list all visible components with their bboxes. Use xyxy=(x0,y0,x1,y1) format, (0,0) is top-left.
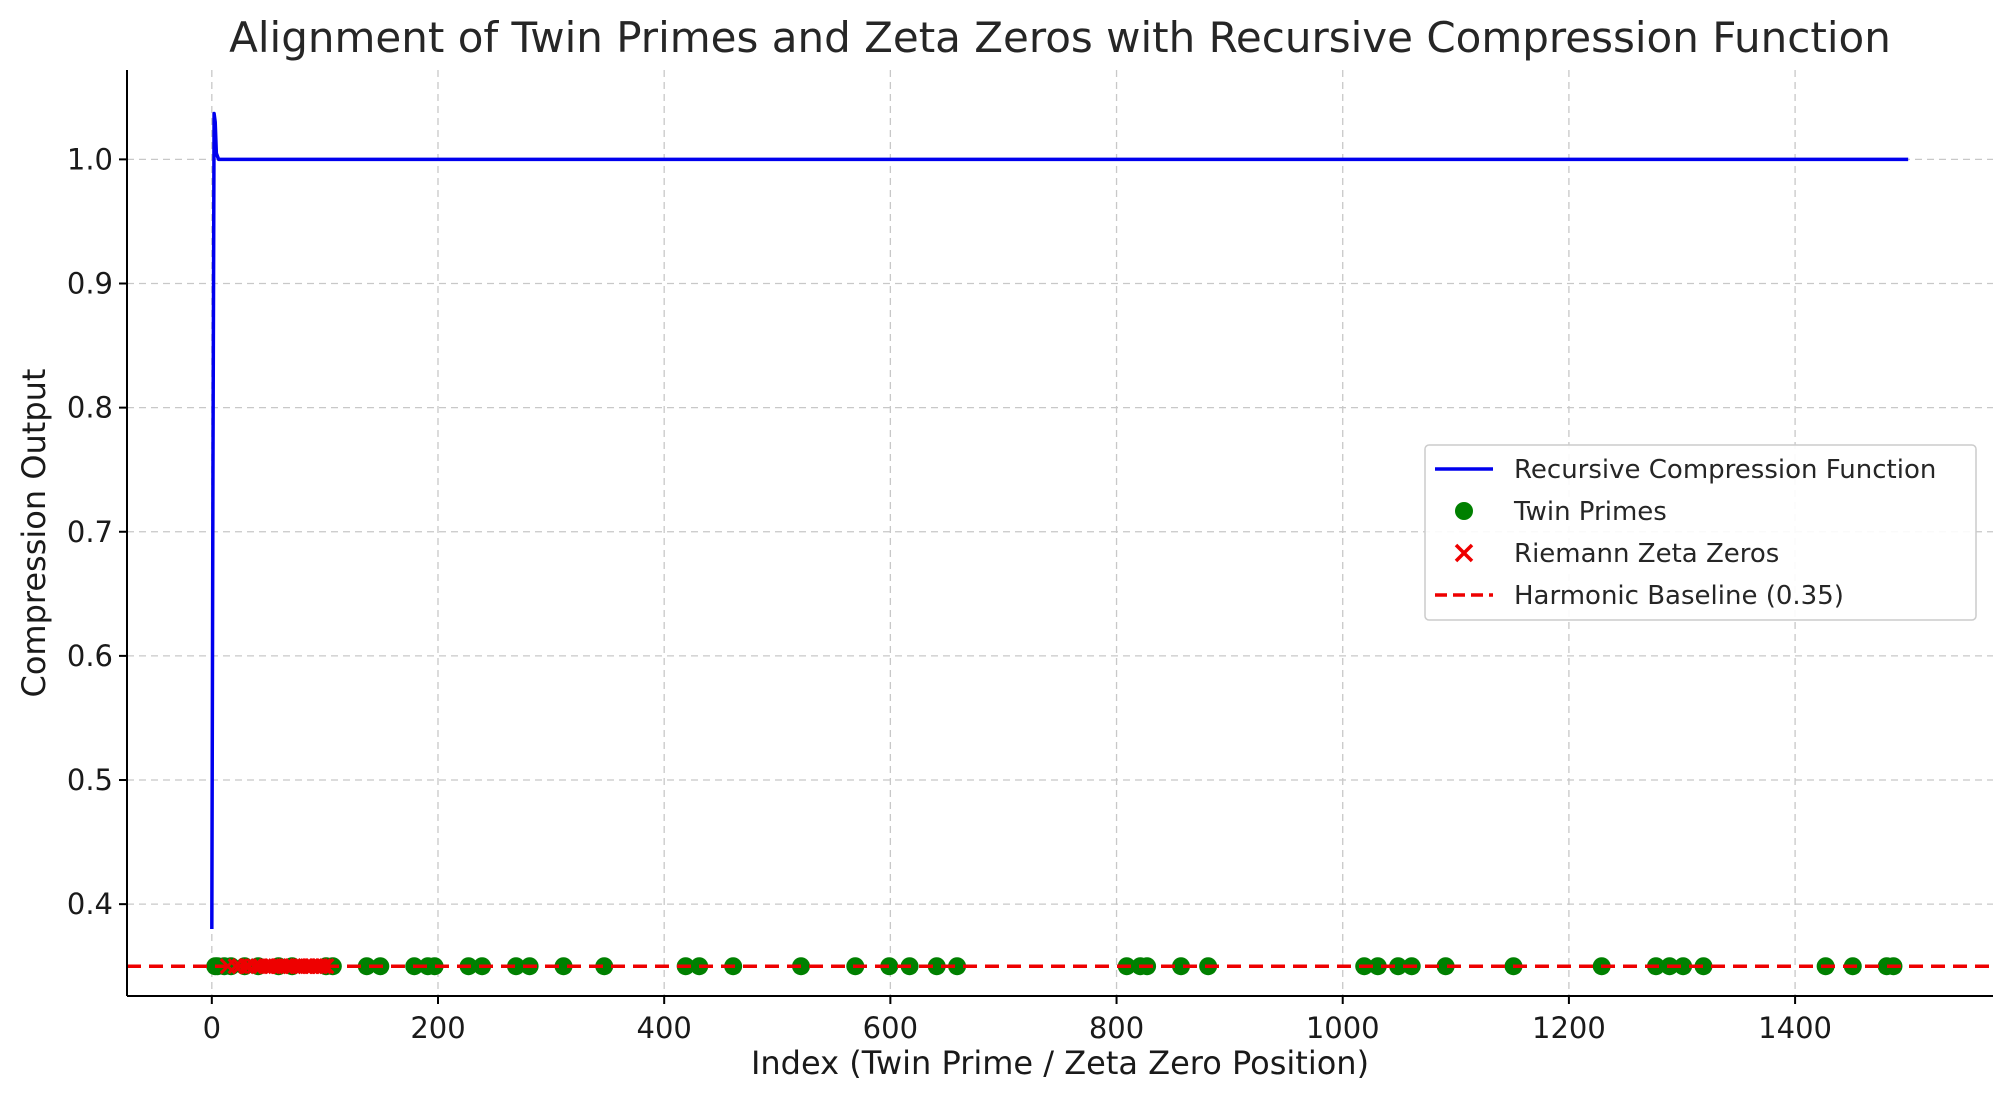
y-tick-label: 0.8 xyxy=(67,391,113,425)
x-tick-label: 200 xyxy=(410,1011,465,1045)
legend-label-baseline: Harmonic Baseline (0.35) xyxy=(1514,581,1844,611)
y-tick-label: 1.0 xyxy=(67,142,113,176)
zeta-zero-stroke xyxy=(312,958,329,975)
twin-prime-point xyxy=(357,957,376,976)
twin-prime-point xyxy=(1436,957,1455,976)
zeta-zero-point xyxy=(246,958,263,975)
twin-prime-point xyxy=(792,957,811,976)
zeta-zero-point xyxy=(315,958,332,975)
legend-x-swatch xyxy=(1454,543,1474,563)
zeta-zero-stroke xyxy=(246,958,263,975)
plot-series xyxy=(127,111,1993,976)
twin-prime-point xyxy=(880,957,899,976)
twin-prime-point xyxy=(425,957,444,976)
y-ticks: 0.4 0.5 0.6 0.7 0.8 0.9 1.0 xyxy=(67,142,127,921)
x-tick-label: 1400 xyxy=(1758,1011,1832,1045)
x-tick-label: 800 xyxy=(1089,1011,1144,1045)
twin-prime-point xyxy=(1389,957,1408,976)
twin-prime-point xyxy=(554,957,573,976)
legend-label-compression: Recursive Compression Function xyxy=(1514,455,1936,485)
zeta-zero-stroke xyxy=(315,958,332,975)
compression-function-line xyxy=(210,111,1909,929)
y-axis-label: Compression Output xyxy=(15,369,53,698)
twin-prime-point xyxy=(948,957,967,976)
y-tick-label: 0.6 xyxy=(67,639,113,673)
twin-prime-point xyxy=(1172,957,1191,976)
chart-title: Alignment of Twin Primes and Zeta Zeros … xyxy=(229,13,1891,62)
zeta-zero-point xyxy=(312,958,329,975)
y-tick-label: 0.9 xyxy=(67,267,113,301)
legend-box xyxy=(1424,444,1977,621)
twin-prime-point xyxy=(1674,957,1693,976)
x-tick-label: 0 xyxy=(203,1011,221,1045)
legend-label-zeta-zeros: Riemann Zeta Zeros xyxy=(1514,539,1779,569)
x-axis-label: Index (Twin Prime / Zeta Zero Position) xyxy=(751,1044,1369,1082)
y-tick-label: 0.5 xyxy=(67,763,113,797)
x-tick-label: 1200 xyxy=(1532,1011,1606,1045)
y-tick-label: 0.4 xyxy=(67,887,113,921)
legend-circle-swatch xyxy=(1455,502,1473,520)
x-tick-label: 400 xyxy=(637,1011,692,1045)
legend: Recursive Compression Function Twin Prim… xyxy=(1424,444,1977,621)
x-ticks: 0 200 400 600 800 1000 1200 1400 xyxy=(203,996,1832,1045)
x-tick-label: 1000 xyxy=(1306,1011,1380,1045)
twin-prime-point xyxy=(507,957,526,976)
x-tick-label: 600 xyxy=(863,1011,918,1045)
y-tick-label: 0.7 xyxy=(67,515,113,549)
twin-prime-point xyxy=(1368,957,1387,976)
twin-prime-point xyxy=(595,957,614,976)
twin-prime-point xyxy=(1694,957,1713,976)
twin-prime-point xyxy=(927,957,946,976)
legend-label-twin-primes: Twin Primes xyxy=(1513,497,1667,527)
